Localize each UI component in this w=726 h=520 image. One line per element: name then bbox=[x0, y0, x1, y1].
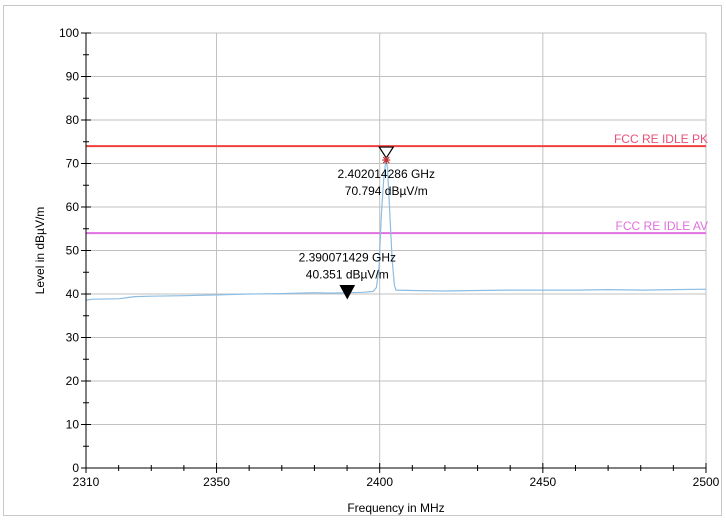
x-tick-label: 2500 bbox=[693, 475, 720, 489]
y-tick-label: 60 bbox=[66, 200, 80, 214]
x-axis-title: Frequency in MHz bbox=[347, 501, 444, 515]
grid-lines bbox=[85, 32, 707, 469]
chart-frame bbox=[3, 5, 722, 516]
y-axis-title: Level in dBµV/m bbox=[33, 207, 47, 295]
marker-frequency-label: 2.390071429 GHz bbox=[299, 250, 396, 264]
y-tick-label: 30 bbox=[66, 331, 80, 345]
axes: 0 10 20 30 40 50 60 70 80 90 100 2310 2350 2400 2450 25… bbox=[59, 26, 720, 489]
marker-frequency-label: 2.402014286 GHz bbox=[338, 167, 435, 181]
markers: 2.402014286 GHz 70.794 dBµV/m 2.390071429 … bbox=[299, 146, 435, 300]
y-tick-label: 80 bbox=[66, 113, 80, 127]
marker-level-label: 70.794 dBµV/m bbox=[345, 184, 428, 198]
marker-open-triangle bbox=[378, 146, 395, 160]
y-tick-label: 20 bbox=[66, 374, 80, 388]
x-tick-label: 2400 bbox=[366, 475, 393, 489]
y-tick-label: 0 bbox=[72, 461, 79, 475]
y-tick-label: 90 bbox=[66, 70, 80, 84]
y-tick-label: 50 bbox=[66, 244, 80, 258]
limit-lines: FCC RE IDLE PK FCC RE IDLE AV bbox=[86, 132, 708, 235]
marker-level-label: 40.351 dBµV/m bbox=[306, 267, 389, 281]
marker-filled-triangle bbox=[339, 284, 356, 300]
y-tick-label: 40 bbox=[66, 287, 80, 301]
x-tick-label: 2450 bbox=[529, 475, 556, 489]
y-tick-label: 10 bbox=[66, 418, 80, 432]
peak-star bbox=[382, 156, 390, 164]
x-tick-label: 2350 bbox=[203, 475, 230, 489]
data-series bbox=[85, 159, 707, 301]
x-tick-label: 2310 bbox=[73, 475, 100, 489]
trace-line bbox=[85, 159, 707, 301]
limit-line-label: FCC RE IDLE AV bbox=[616, 219, 708, 233]
limit-line-label: FCC RE IDLE PK bbox=[614, 132, 708, 146]
y-tick-label: 70 bbox=[66, 157, 80, 171]
y-tick-label: 100 bbox=[59, 26, 79, 40]
